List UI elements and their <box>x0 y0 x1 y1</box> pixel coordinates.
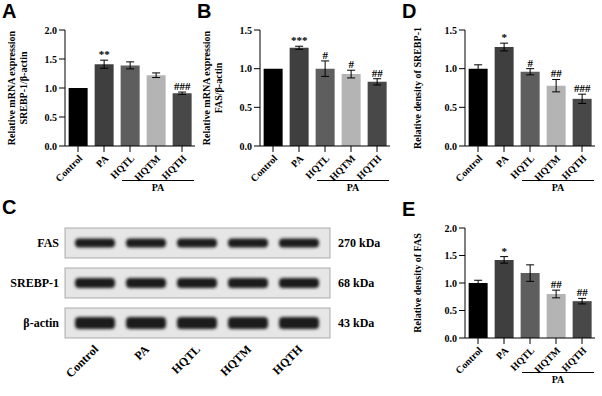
svg-text:1.0: 1.0 <box>445 63 458 74</box>
svg-text:HQTM: HQTM <box>327 152 358 183</box>
svg-text:1.0: 1.0 <box>45 83 58 94</box>
svg-text:PA: PA <box>494 152 511 169</box>
svg-text:#: # <box>527 57 533 69</box>
svg-text:HQTH: HQTH <box>559 345 588 374</box>
html-text:C: C <box>2 196 17 218</box>
svg-text:1.0: 1.0 <box>445 278 458 289</box>
html-text:E: E <box>402 198 416 220</box>
svg-text:HQTH: HQTH <box>270 342 306 378</box>
html-text:Relative mRNA expression: Relative mRNA expression <box>201 30 212 146</box>
svg-text:HQTM: HQTM <box>217 342 254 379</box>
html-text:PA: PA <box>151 182 165 193</box>
svg-text:PA: PA <box>494 344 511 361</box>
svg-text:Control: Control <box>453 345 484 376</box>
svg-text:PA: PA <box>289 152 306 169</box>
svg-text:43 kDa: 43 kDa <box>338 316 374 330</box>
svg-text:0.5: 0.5 <box>445 305 458 316</box>
svg-text:HQTM: HQTM <box>532 152 563 183</box>
html-text:Relative mRNA expression: Relative mRNA expression <box>6 30 17 146</box>
svg-text:β-actin: β-actin <box>23 316 59 330</box>
svg-text:0.5: 0.5 <box>445 102 458 113</box>
svg-text:270 kDa: 270 kDa <box>338 236 380 250</box>
svg-text:*: * <box>501 31 507 43</box>
svg-text:Control: Control <box>53 153 84 184</box>
svg-text:FAS: FAS <box>37 236 59 250</box>
svg-text:###: ### <box>574 82 591 94</box>
html-text:D: D <box>402 0 417 22</box>
svg-text:HQTM: HQTM <box>532 344 563 375</box>
svg-text:##: ## <box>577 286 589 298</box>
svg-text:0.5: 0.5 <box>45 112 58 123</box>
svg-text:#: # <box>348 58 354 70</box>
svg-text:2.0: 2.0 <box>445 223 458 234</box>
svg-text:#: # <box>322 49 328 61</box>
svg-text:1.5: 1.5 <box>45 54 58 65</box>
svg-text:0.0: 0.0 <box>240 141 253 152</box>
svg-text:Control: Control <box>63 342 101 380</box>
svg-text:HQTH: HQTH <box>354 153 383 182</box>
html-text:A: A <box>2 0 17 22</box>
svg-text:HQTL: HQTL <box>303 152 331 180</box>
svg-text:0.0: 0.0 <box>445 333 458 344</box>
svg-text:Control: Control <box>248 153 279 184</box>
svg-text:2.0: 2.0 <box>45 25 58 36</box>
svg-text:HQTL: HQTL <box>508 344 536 372</box>
html-text:B: B <box>197 0 212 22</box>
svg-text:HQTL: HQTL <box>169 342 203 376</box>
svg-text:HQTH: HQTH <box>559 153 588 182</box>
svg-text:HQTL: HQTL <box>108 152 136 180</box>
svg-text:HQTH: HQTH <box>159 153 188 182</box>
html-text:Relative density of SREBP-1: Relative density of SREBP-1 <box>412 27 423 149</box>
svg-text:##: ## <box>551 278 563 290</box>
svg-text:PA: PA <box>132 342 153 363</box>
svg-text:0.0: 0.0 <box>45 141 58 152</box>
svg-text:68 kDa: 68 kDa <box>338 276 374 290</box>
html-text:SREBP-1/β-actin: SREBP-1/β-actin <box>18 51 29 125</box>
html-text:PA: PA <box>346 182 360 193</box>
svg-text:*: * <box>501 245 507 257</box>
svg-text:1.5: 1.5 <box>445 250 458 261</box>
svg-text:**: ** <box>99 48 111 60</box>
svg-text:1.5: 1.5 <box>240 25 253 36</box>
svg-text:##: ## <box>551 67 563 79</box>
svg-text:HQTM: HQTM <box>132 152 163 183</box>
html-text:Relative density of FAS: Relative density of FAS <box>412 233 423 333</box>
svg-text:***: *** <box>291 34 308 46</box>
html-text:FAS/β-actin: FAS/β-actin <box>213 62 224 114</box>
svg-text:1.5: 1.5 <box>445 25 458 36</box>
html-text:PA: PA <box>551 182 565 193</box>
svg-text:Control: Control <box>453 153 484 184</box>
svg-text:0.0: 0.0 <box>445 141 458 152</box>
svg-text:##: ## <box>372 67 384 79</box>
svg-text:###: ### <box>174 80 191 92</box>
svg-text:HQTL: HQTL <box>508 152 536 180</box>
svg-text:SREBP-1: SREBP-1 <box>10 276 59 290</box>
svg-text:1.0: 1.0 <box>240 63 253 74</box>
svg-text:0.5: 0.5 <box>240 102 253 113</box>
html-text:PA: PA <box>551 374 565 385</box>
svg-text:PA: PA <box>94 152 111 169</box>
